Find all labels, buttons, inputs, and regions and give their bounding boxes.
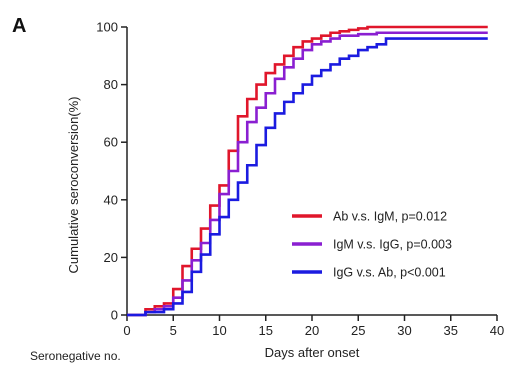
- x-tick-label: 15: [259, 323, 273, 338]
- y-tick-label: 60: [104, 135, 118, 150]
- x-tick-label: 40: [490, 323, 504, 338]
- x-ticks: 0 5 10 15 20 25 30 35 40: [123, 315, 504, 338]
- series-line-1: [127, 25, 488, 317]
- x-tick-label: 20: [305, 323, 319, 338]
- legend: Ab v.s. IgM, p=0.012 IgM v.s. IgG, p=0.00…: [292, 210, 452, 280]
- legend-label: IgM v.s. IgG, p=0.003: [333, 238, 452, 252]
- y-tick-label: 40: [104, 192, 118, 207]
- y-axis-title: Cumulative seroconversion(%): [66, 96, 81, 273]
- plot-area: 0 20 40 60 80 100 0 5 10 15 20 25 30 35 40: [96, 20, 504, 339]
- legend-label: IgG v.s. Ab, p<0.001: [333, 266, 446, 280]
- y-tick-label: 20: [104, 250, 118, 265]
- panel-letter: A: [12, 15, 26, 37]
- x-tick-label: 25: [351, 323, 365, 338]
- x-tick-label: 35: [444, 323, 458, 338]
- x-tick-label: 30: [397, 323, 411, 338]
- x-tick-label: 0: [123, 323, 130, 338]
- y-tick-label: 0: [111, 308, 118, 323]
- series-line-3: [127, 37, 488, 317]
- seronegative-label: Seronegative no.: [30, 349, 121, 363]
- series-layer: [127, 25, 488, 317]
- y-tick-label: 80: [104, 77, 118, 92]
- y-tick-label: 100: [96, 20, 118, 35]
- y-ticks: 0 20 40 60 80 100: [96, 20, 127, 323]
- x-axis-title: Days after onset: [265, 345, 360, 360]
- x-tick-label: 10: [212, 323, 226, 338]
- series-line-2: [127, 31, 488, 317]
- legend-label: Ab v.s. IgM, p=0.012: [333, 210, 447, 224]
- x-tick-label: 5: [170, 323, 177, 338]
